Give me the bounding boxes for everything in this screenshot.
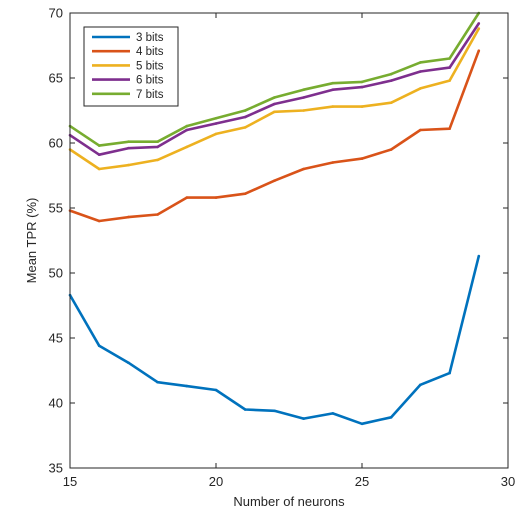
data-point [156, 158, 159, 162]
legend-label: 3 bits [136, 32, 164, 44]
data-point [302, 88, 305, 91]
axes-box [69, 12, 509, 469]
data-point [127, 361, 130, 365]
data-point [477, 254, 481, 258]
data-point [273, 96, 276, 99]
data-point [185, 128, 189, 132]
data-point [127, 140, 130, 143]
data-point [156, 145, 159, 149]
x-tick-label: 15 [63, 474, 77, 489]
data-point [243, 109, 247, 112]
data-point [389, 72, 393, 76]
data-point [214, 122, 218, 125]
data-point [419, 383, 422, 387]
data-point [477, 49, 481, 52]
series-layer [68, 11, 481, 426]
data-point [243, 115, 247, 119]
data-point [214, 388, 218, 392]
data-point [389, 416, 393, 419]
legend-label: 5 bits [136, 60, 164, 72]
data-point [127, 146, 130, 150]
series-line-1 [68, 255, 481, 426]
data-point [331, 81, 335, 85]
y-tick-label: 70 [49, 6, 63, 21]
data-point [302, 417, 305, 420]
data-point [448, 57, 451, 60]
data-point [419, 61, 422, 64]
data-point [360, 157, 364, 160]
data-point [243, 408, 247, 411]
data-point [97, 167, 101, 171]
data-point [477, 27, 481, 30]
data-point [214, 132, 218, 136]
legend-label: 4 bits [136, 46, 164, 58]
data-point [389, 148, 393, 151]
data-point [477, 22, 481, 25]
data-point [214, 117, 218, 120]
data-point [331, 105, 335, 108]
data-point [360, 85, 364, 89]
y-tick-label: 55 [49, 201, 63, 216]
data-point [448, 127, 451, 130]
data-point [331, 412, 335, 415]
data-point [302, 109, 305, 112]
y-tick-label: 60 [49, 136, 63, 151]
data-point [419, 70, 422, 73]
data-point [273, 409, 276, 413]
data-point [448, 79, 451, 82]
data-point [243, 126, 247, 129]
x-axis-label: Number of neurons [233, 494, 345, 509]
ticks-layer: 15 20 25 30 35 40 45 50 55 60 65 70 [49, 6, 516, 490]
data-point [185, 124, 189, 128]
data-point [185, 196, 189, 199]
y-tick-label: 40 [49, 396, 63, 411]
data-point [156, 380, 159, 384]
data-point [419, 128, 422, 132]
y-tick-label: 45 [49, 331, 63, 346]
data-point [448, 371, 451, 375]
data-point [389, 79, 393, 82]
legend-label: 7 bits [136, 89, 164, 101]
data-point [419, 87, 422, 90]
legend: 3 bits 4 bits 5 bits 6 bits 7 bits [83, 26, 179, 107]
data-point [273, 102, 276, 106]
data-point [97, 144, 101, 147]
data-point [273, 179, 276, 182]
data-point [331, 161, 335, 164]
data-point [156, 213, 159, 216]
y-tick-label: 65 [49, 71, 63, 86]
x-tick-label: 30 [501, 474, 515, 489]
data-point [185, 145, 189, 149]
data-point [448, 66, 451, 69]
data-point [185, 384, 189, 388]
data-point [302, 96, 305, 99]
data-point [97, 344, 101, 348]
x-tick-label: 20 [209, 474, 223, 489]
data-point [127, 163, 130, 167]
data-point [273, 110, 276, 114]
data-point [302, 167, 305, 171]
data-point [156, 140, 159, 143]
data-point [331, 88, 335, 91]
data-point [97, 153, 101, 156]
data-point [360, 105, 364, 108]
data-point [243, 192, 247, 195]
data-point [97, 219, 101, 223]
legend-label: 6 bits [136, 75, 164, 87]
x-tick-label: 25 [355, 474, 369, 489]
y-axis-label: Mean TPR (%) [24, 198, 39, 284]
data-point [127, 215, 130, 219]
y-tick-label: 50 [49, 266, 63, 281]
y-tick-label: 35 [49, 461, 63, 476]
data-point [360, 422, 364, 426]
data-point [389, 101, 393, 104]
data-point [214, 196, 218, 199]
data-point [360, 80, 364, 84]
